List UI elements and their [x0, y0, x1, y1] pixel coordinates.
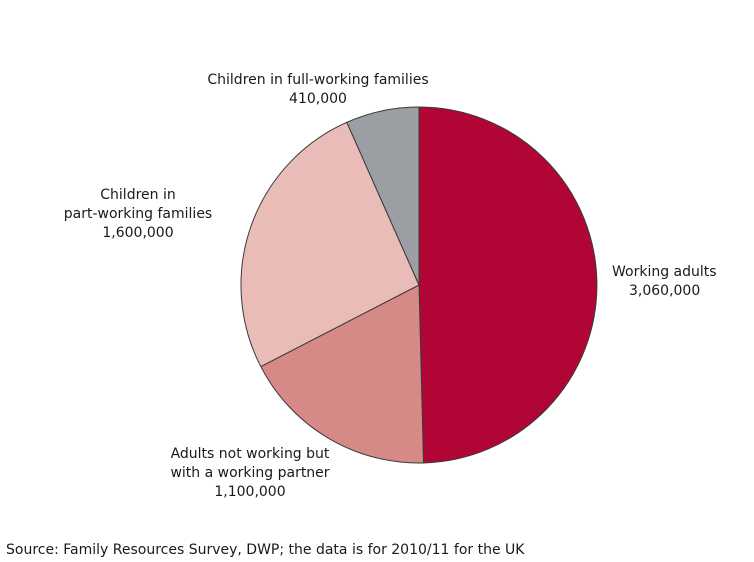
- slice-label-children-part-working-line-2: part-working families: [63, 206, 213, 222]
- pie-slice-working-adults: [418, 106, 598, 464]
- slice-label-children-part-working-line-1: Children in: [100, 187, 176, 203]
- slice-label-children-full-working-line-1: Children in full-working families: [207, 72, 429, 88]
- slice-label-children-full-working: Children in full-working families 410,00…: [168, 71, 468, 109]
- slice-label-adults-not-working-line-1: Adults not working but: [170, 446, 330, 462]
- slice-label-adults-not-working: Adults not working but with a working pa…: [150, 445, 350, 502]
- slice-label-adults-not-working-line-2: with a working partner: [170, 465, 330, 481]
- pie-slice-children-part-working: [240, 121, 420, 368]
- slice-value-children-part-working: 1,600,000: [102, 225, 174, 241]
- slice-value-working-adults: 3,060,000: [629, 283, 701, 299]
- slice-value-adults-not-working: 1,100,000: [214, 484, 286, 500]
- source-note: Source: Family Resources Survey, DWP; th…: [6, 542, 525, 558]
- pie-slice-children-full-working: [346, 106, 420, 286]
- slice-label-children-part-working: Children in part-working families 1,600,…: [40, 186, 236, 243]
- slice-value-children-full-working: 410,000: [289, 91, 347, 107]
- pie-slice-adults-not-working: [260, 284, 425, 464]
- slice-label-working-adults: Working adults 3,060,000: [612, 263, 732, 301]
- slice-label-working-adults-line-1: Working adults: [612, 264, 717, 280]
